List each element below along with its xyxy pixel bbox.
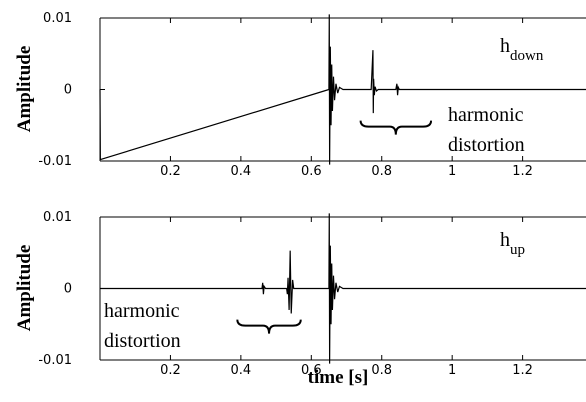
y-tick-label: -0.01 bbox=[38, 353, 72, 368]
x-tick-label: 0.2 bbox=[160, 164, 181, 179]
panel-label: hup bbox=[500, 229, 525, 258]
x-tick-label: 1 bbox=[448, 363, 456, 378]
curly-brace bbox=[359, 120, 433, 135]
y-tick-label: 0.01 bbox=[43, 11, 72, 26]
y-axis-title: Amplitude bbox=[14, 46, 35, 133]
x-tick-label: 0.6 bbox=[301, 363, 322, 378]
top-panel: 0.2 0.4 0.6 0.8 1 1.2 0.01 0 -0.01 Amplitude hdown… bbox=[14, 11, 586, 179]
x-tick-label: 0.2 bbox=[160, 363, 181, 378]
x-tick-label: 0.8 bbox=[371, 363, 392, 378]
signal-trace bbox=[100, 213, 586, 364]
x-tick-label: 0.8 bbox=[371, 164, 392, 179]
x-tick-label: 0.6 bbox=[301, 164, 322, 179]
signal-trace bbox=[99, 14, 586, 165]
x-axis-title: time [s] bbox=[308, 367, 369, 388]
y-tick-label: 0 bbox=[64, 83, 72, 98]
annotation-text: distortion bbox=[448, 134, 525, 156]
panel-label: hdown bbox=[500, 35, 544, 64]
panel-label-subscript: down bbox=[510, 48, 544, 64]
x-tick-label: 1 bbox=[448, 164, 456, 179]
x-tick-label: 0.4 bbox=[231, 363, 252, 378]
panel-label-main: h bbox=[500, 229, 510, 251]
bottom-panel: 0.2 0.4 0.6 0.8 1 1.2 0.01 0 -0.01 Amplitude time … bbox=[14, 210, 586, 388]
annotation-text: distortion bbox=[104, 330, 181, 352]
y-axis-title: Amplitude bbox=[14, 245, 35, 332]
panel-label-subscript: up bbox=[510, 242, 525, 258]
x-tick-label: 1.2 bbox=[512, 363, 533, 378]
panel-label-main: h bbox=[500, 35, 510, 57]
x-tick-label: 1.2 bbox=[512, 164, 533, 179]
y-tick-label: 0.01 bbox=[43, 210, 72, 225]
annotation-text: harmonic bbox=[448, 104, 524, 126]
x-tick-label: 0.4 bbox=[231, 164, 252, 179]
annotation-text: harmonic bbox=[104, 300, 180, 322]
curly-brace bbox=[236, 319, 302, 334]
y-tick-label: -0.01 bbox=[38, 154, 72, 169]
y-tick-label: 0 bbox=[64, 282, 72, 297]
